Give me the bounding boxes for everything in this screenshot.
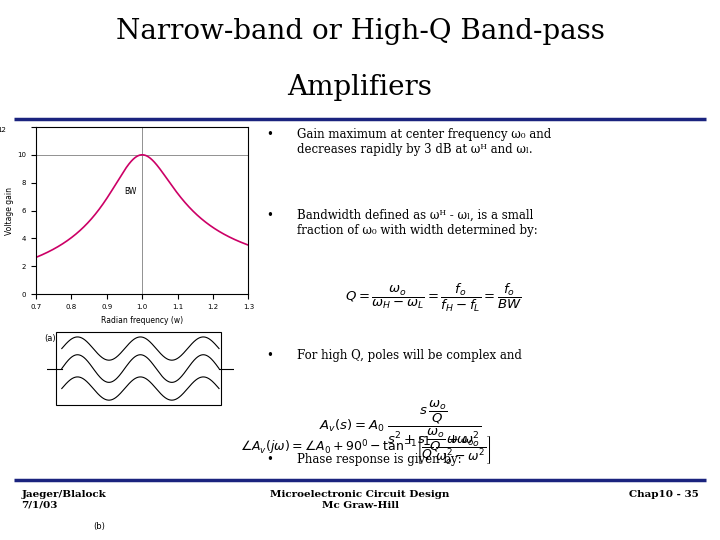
Text: Amplifiers: Amplifiers <box>287 73 433 100</box>
Text: Bandwidth defined as ωᴴ - ωₗ, is a small
fraction of ω₀ with width determined by: Bandwidth defined as ωᴴ - ωₗ, is a small… <box>297 209 538 237</box>
Text: (b): (b) <box>94 522 105 531</box>
Text: Phase response is given by:: Phase response is given by: <box>297 453 462 466</box>
Text: Jaeger/Blalock
7/1/03: Jaeger/Blalock 7/1/03 <box>22 490 107 510</box>
Text: 12: 12 <box>0 127 6 133</box>
Text: •: • <box>266 349 274 362</box>
Text: $Q = \dfrac{\omega_o}{\omega_H - \omega_L} = \dfrac{f_o}{f_H - f_L} = \dfrac{f_o: $Q = \dfrac{\omega_o}{\omega_H - \omega_… <box>346 281 522 314</box>
X-axis label: Radian frequency (w): Radian frequency (w) <box>101 315 184 325</box>
Text: Narrow-band or High-Q Band-pass: Narrow-band or High-Q Band-pass <box>116 18 604 45</box>
Text: Microelectronic Circuit Design
Mc Graw-Hill: Microelectronic Circuit Design Mc Graw-H… <box>270 490 450 510</box>
Text: $A_v(s) = A_0 \; \dfrac{s\,\dfrac{\omega_o}{Q}}{s^2 + s\,\dfrac{\omega_o}{Q} + \: $A_v(s) = A_0 \; \dfrac{s\,\dfrac{\omega… <box>319 399 481 454</box>
Text: Chap10 - 35: Chap10 - 35 <box>629 490 698 500</box>
Y-axis label: Voltage gain: Voltage gain <box>6 187 14 234</box>
Text: •: • <box>266 209 274 222</box>
Text: $\angle A_v(j\omega) = \angle A_0 + 90^0 - \tan^{-1}\!\left[\dfrac{1}{Q}\,\dfrac: $\angle A_v(j\omega) = \angle A_0 + 90^0… <box>240 434 492 467</box>
Text: Gain maximum at center frequency ω₀ and
decreases rapidly by 3 dB at ωᴴ and ωₗ.: Gain maximum at center frequency ω₀ and … <box>297 128 552 156</box>
Text: •: • <box>266 128 274 141</box>
Text: BW: BW <box>125 186 137 195</box>
Text: (a): (a) <box>45 334 56 343</box>
Text: For high Q, poles will be complex and: For high Q, poles will be complex and <box>297 349 522 362</box>
Text: •: • <box>266 453 274 466</box>
